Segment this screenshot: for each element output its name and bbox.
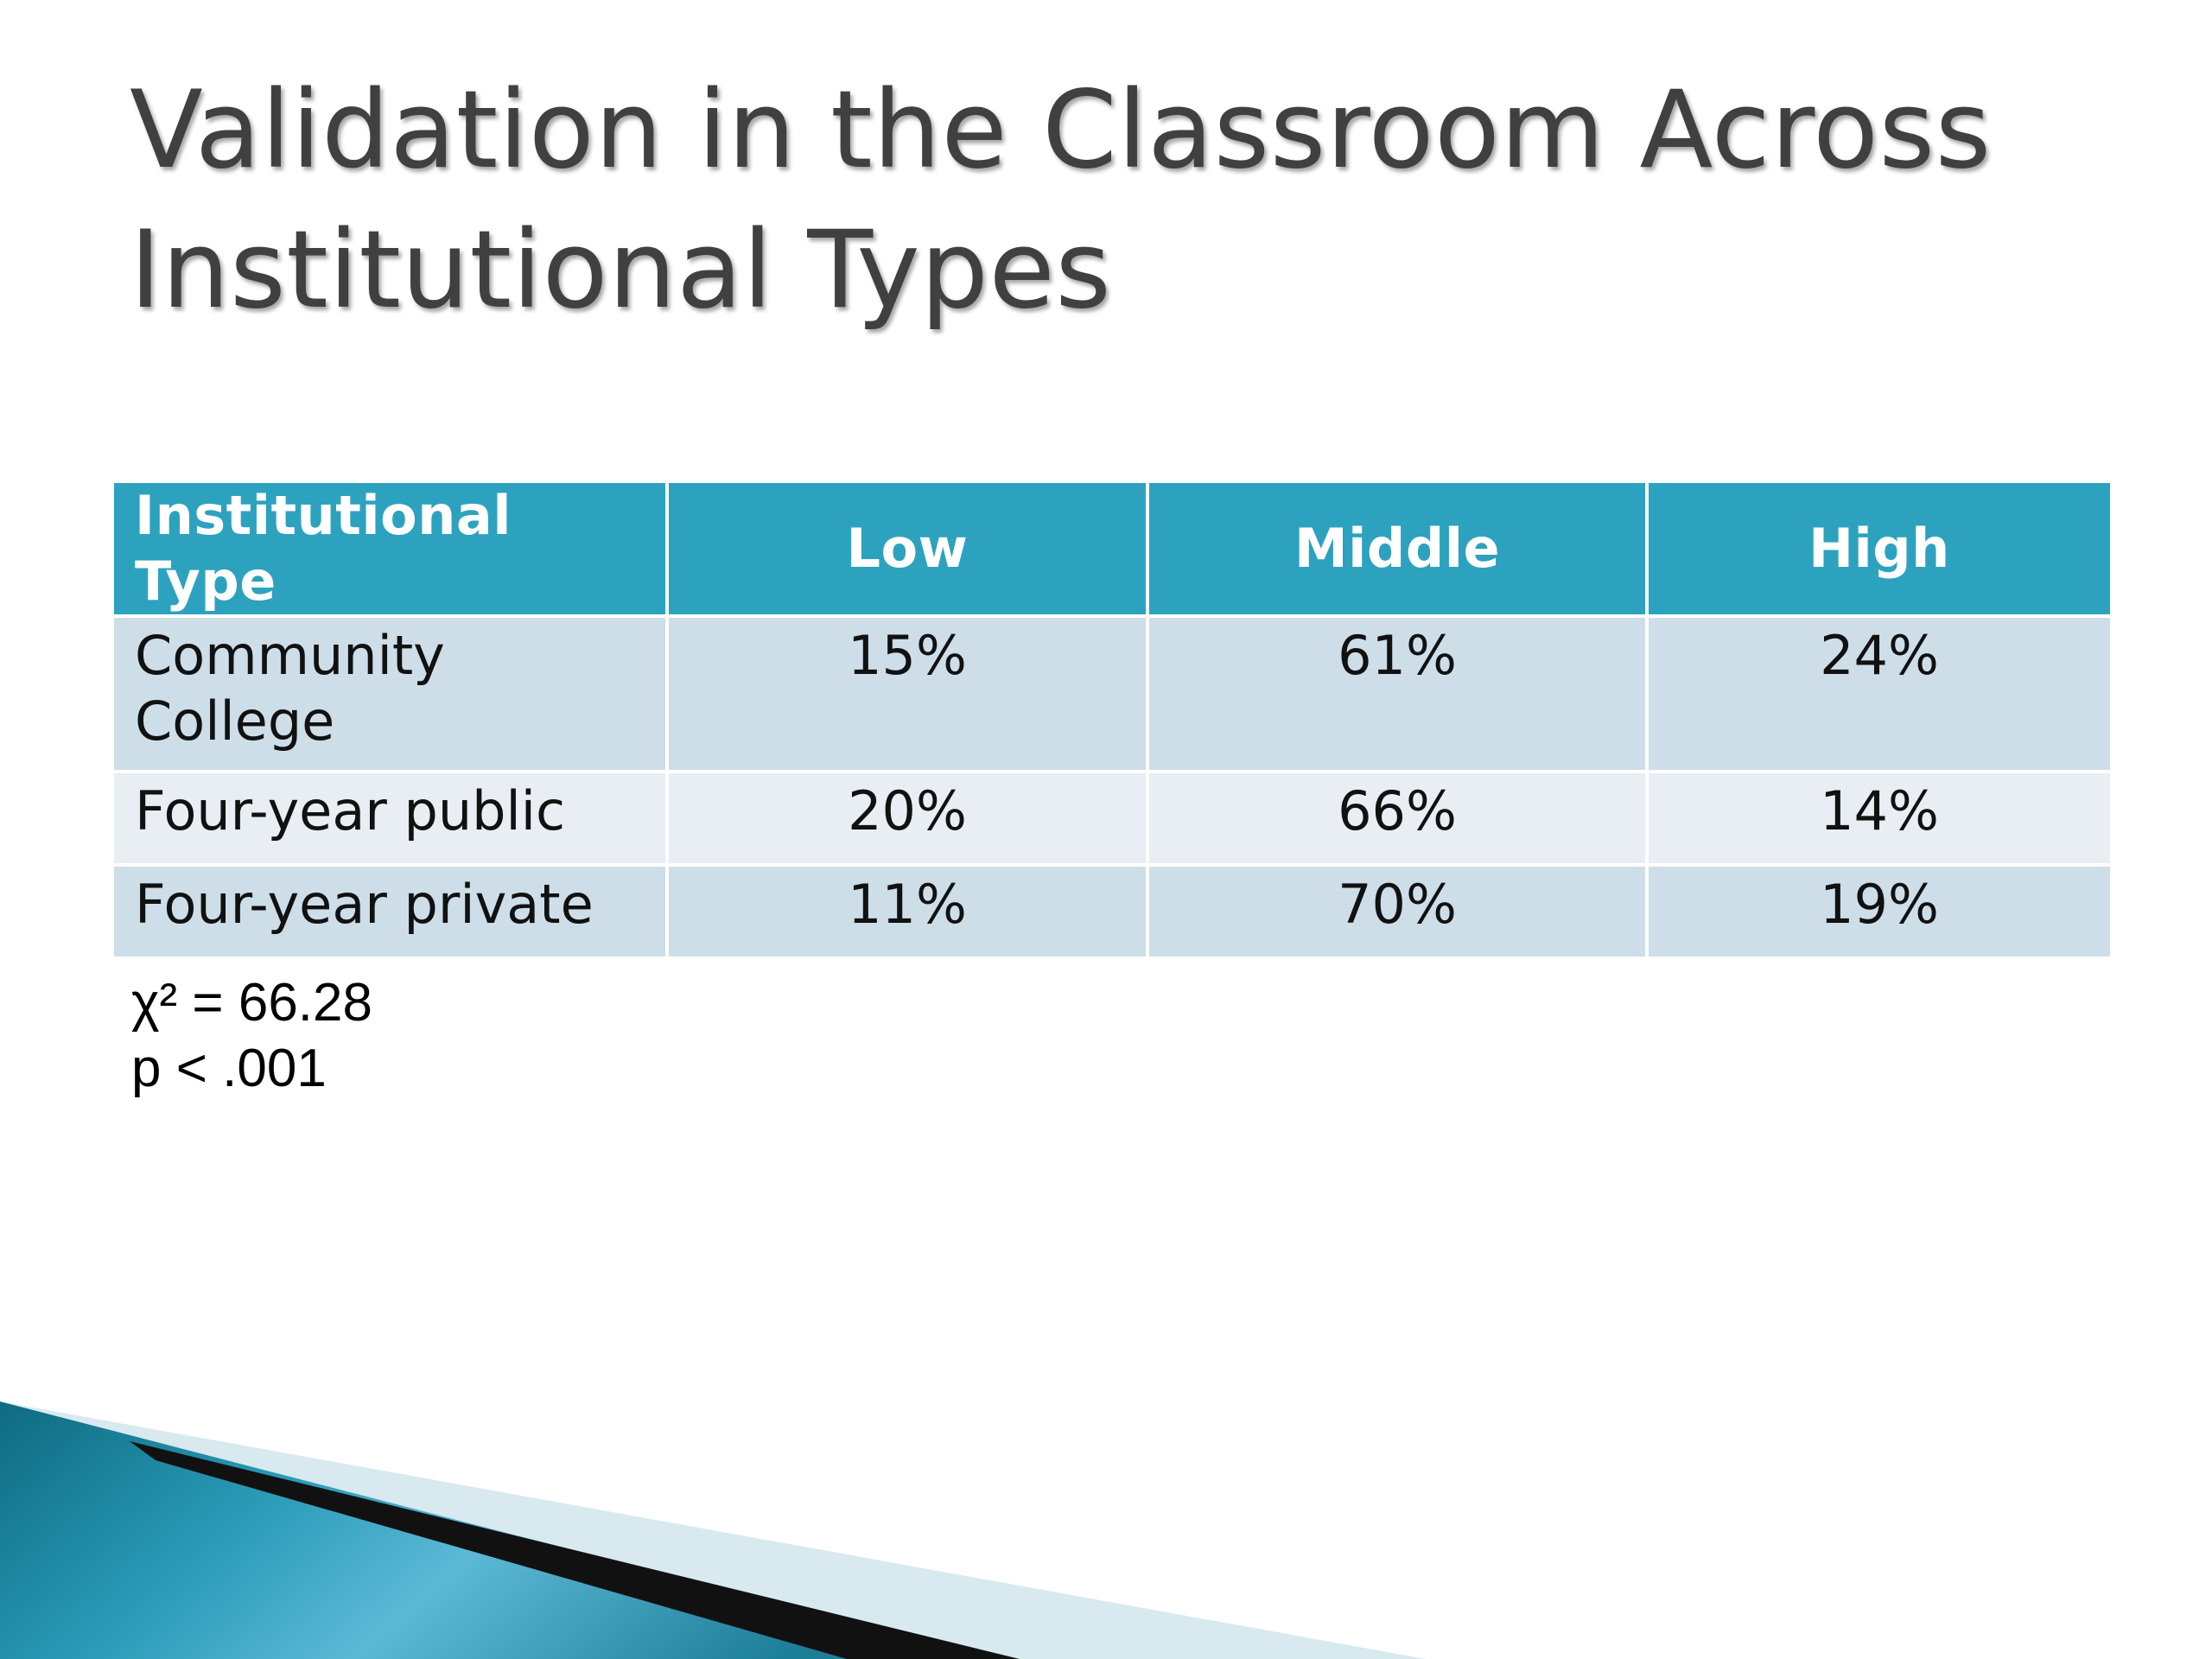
swoosh-light-band [0, 1402, 1426, 1659]
cell-low: 20% [665, 770, 1149, 867]
data-table: Institutional Type Low Middle High Commu… [111, 480, 2113, 960]
swoosh-dark-stripe [130, 1441, 1020, 1659]
column-header-middle: Middle [1146, 480, 1649, 618]
table-row: Four-year public 20% 66% 14% [111, 770, 2113, 867]
column-header-high: High [1645, 480, 2113, 618]
cell-high: 14% [1645, 770, 2113, 867]
table-header: Institutional Type Low Middle High [111, 480, 2113, 618]
cell-high: 24% [1645, 614, 2113, 773]
p-value: p < .001 [131, 1039, 327, 1098]
table-row: Four-year private 11% 70% 19% [111, 863, 2113, 960]
cell-middle: 70% [1146, 863, 1649, 960]
table-body: Community College 15% 61% 24% Four-year … [111, 614, 2113, 960]
chi-square-value: χ² = 66.28 [131, 973, 372, 1033]
row-label: Community College [111, 614, 669, 773]
slide-title: Validation in the Classroom Across Insti… [130, 68, 1992, 333]
column-header-institutional-type: Institutional Type [111, 480, 669, 618]
cell-high: 19% [1645, 863, 2113, 960]
cell-low: 11% [665, 863, 1149, 960]
cell-low: 15% [665, 614, 1149, 773]
table-header-row: Institutional Type Low Middle High [111, 480, 2113, 618]
cell-middle: 61% [1146, 614, 1649, 773]
statistics-note: χ² = 66.28 p < .001 [131, 970, 372, 1102]
cell-middle: 66% [1146, 770, 1649, 867]
row-label: Four-year private [111, 863, 669, 960]
column-header-low: Low [665, 480, 1149, 618]
row-label: Four-year public [111, 770, 669, 867]
table-row: Community College 15% 61% 24% [111, 614, 2113, 773]
